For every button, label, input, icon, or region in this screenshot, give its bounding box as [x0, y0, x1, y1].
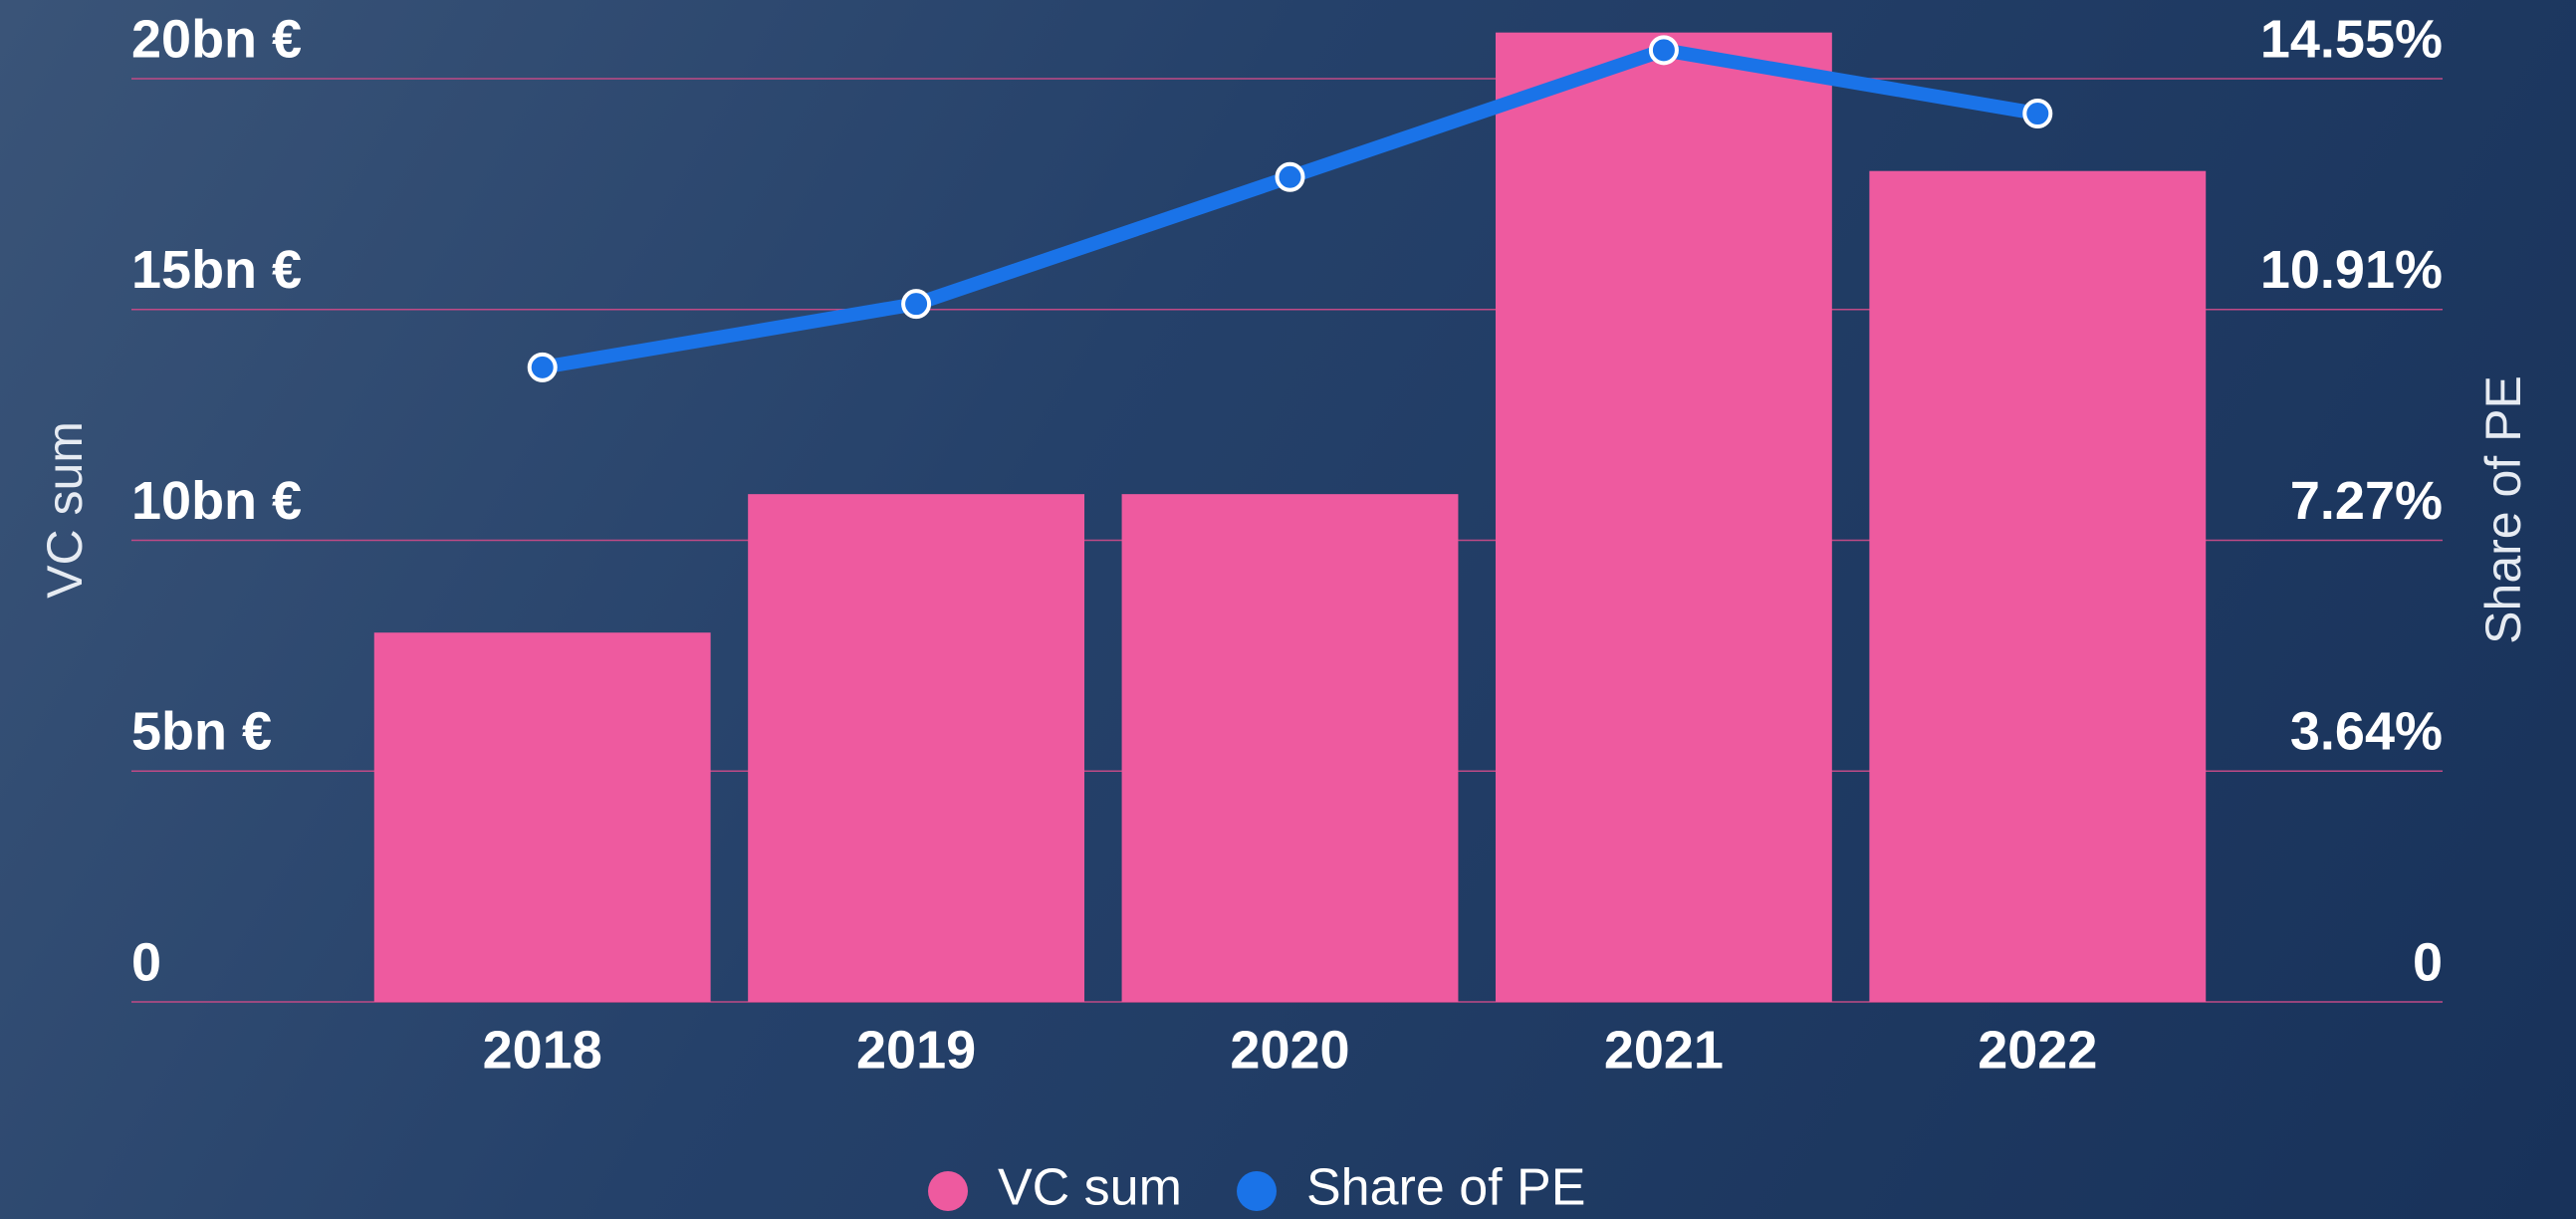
legend-label: Share of PE [1306, 1159, 1585, 1217]
y2-axis-title: Share of PE [2475, 375, 2531, 644]
x-tick-label: 2019 [856, 1020, 976, 1080]
x-tick-label: 2021 [1604, 1020, 1724, 1080]
y-tick-label: 20bn € [131, 9, 302, 69]
bar [748, 494, 1085, 1002]
line-point [527, 352, 558, 382]
y2-tick-label: 7.27% [2290, 471, 2443, 531]
x-tick-label: 2022 [1978, 1020, 2097, 1080]
line-point [1275, 161, 1305, 192]
x-tick-label: 2018 [483, 1020, 602, 1080]
legend-marker [1237, 1171, 1277, 1211]
bar [1121, 494, 1459, 1002]
y-tick-label: 10bn € [131, 471, 302, 531]
y-tick-label: 5bn € [131, 702, 272, 762]
bar [1869, 170, 2207, 1002]
y2-tick-label: 14.55% [2260, 9, 2443, 69]
x-tick-label: 2020 [1230, 1020, 1349, 1080]
legend-marker [928, 1171, 968, 1211]
bar [1495, 32, 1832, 1002]
y-tick-label: 15bn € [131, 240, 302, 300]
y2-tick-label: 10.91% [2260, 240, 2443, 300]
y2-tick-label: 0 [2413, 932, 2443, 992]
legend-label: VC sum [998, 1159, 1182, 1217]
line-point [2022, 99, 2053, 129]
bar [373, 632, 711, 1002]
line-point [1648, 35, 1679, 66]
line-point [901, 289, 932, 320]
y-tick-label: 0 [131, 932, 161, 992]
y2-tick-label: 3.64% [2290, 701, 2443, 761]
y-axis-title: VC sum [37, 421, 93, 599]
